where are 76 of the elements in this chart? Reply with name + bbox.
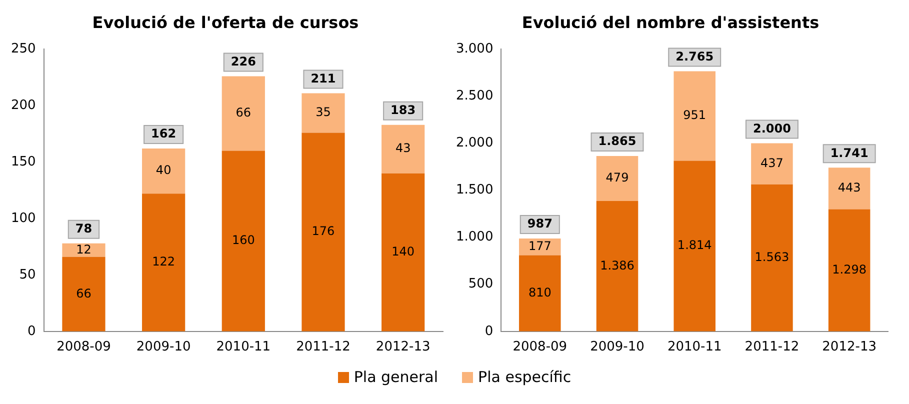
total-label: 1.741 <box>830 146 868 160</box>
bar <box>302 132 345 332</box>
bar <box>751 143 793 184</box>
chart-title: Evolució de l'oferta de cursos <box>92 12 359 32</box>
x-tick-label: 2010-11 <box>667 340 722 355</box>
data-label: 443 <box>838 180 861 195</box>
bar <box>382 173 425 332</box>
total-label: 2.765 <box>676 49 714 64</box>
x-tick-label: 2012-13 <box>822 340 876 355</box>
data-label: 810 <box>528 285 552 300</box>
data-label: 1.563 <box>754 250 790 264</box>
y-tick-label: 1.500 <box>456 182 494 198</box>
bar <box>222 76 265 151</box>
data-label: 437 <box>760 156 784 170</box>
data-label: 122 <box>152 254 176 269</box>
y-tick-label: 150 <box>10 154 36 170</box>
x-tick-label: 2010-11 <box>216 340 271 355</box>
data-label: 12 <box>76 242 92 256</box>
chart-title: Evolució del nombre d'assistents <box>522 12 820 32</box>
x-tick-label: 2009-10 <box>136 340 191 355</box>
data-label: 35 <box>316 105 331 120</box>
bar <box>751 184 793 332</box>
y-tick-label: 200 <box>10 98 36 114</box>
bar <box>828 209 870 332</box>
y-tick-label: 3.000 <box>456 42 494 57</box>
x-tick-label: 2009-10 <box>590 340 644 355</box>
total-label: 226 <box>230 54 256 68</box>
y-tick-label: 2.500 <box>456 88 494 104</box>
total-label: 183 <box>390 102 416 117</box>
total-label: 162 <box>151 126 176 141</box>
bar <box>596 201 638 332</box>
y-tick-label: 1.000 <box>456 230 494 245</box>
data-label: 177 <box>528 239 552 254</box>
legend-label: Pla específic <box>478 368 572 386</box>
total-label: 987 <box>527 216 552 231</box>
data-label: 43 <box>395 141 411 156</box>
bar <box>596 156 638 202</box>
bar <box>222 150 265 332</box>
x-tick-label: 2011-12 <box>744 340 800 355</box>
y-tick-label: 0 <box>484 324 494 339</box>
data-label: 1.386 <box>600 258 634 272</box>
data-label: 160 <box>232 233 255 248</box>
legend-label: Pla general <box>354 368 438 386</box>
y-tick-label: 100 <box>10 210 36 226</box>
y-tick-label: 0 <box>28 324 36 339</box>
total-label: 2.000 <box>752 121 791 136</box>
bar <box>674 160 716 332</box>
total-label: 78 <box>75 221 92 236</box>
total-label: 1.865 <box>598 134 636 148</box>
bar <box>142 148 186 194</box>
bar <box>382 124 425 174</box>
x-tick-label: 2012-13 <box>376 340 430 355</box>
bar <box>142 194 186 332</box>
data-label: 951 <box>683 108 706 122</box>
data-label: 40 <box>156 163 172 178</box>
y-tick-label: 2.000 <box>456 136 494 151</box>
bar <box>519 255 561 332</box>
data-label: 66 <box>76 286 92 300</box>
bar <box>828 168 870 210</box>
y-tick-label: 500 <box>468 276 494 292</box>
x-tick-label: 2008-09 <box>512 340 568 355</box>
x-tick-label: 2011-12 <box>296 340 350 355</box>
data-label: 140 <box>392 244 415 259</box>
data-label: 176 <box>312 224 335 238</box>
data-label: 66 <box>236 106 252 120</box>
data-label: 479 <box>606 170 629 185</box>
x-tick-label: 2008-09 <box>56 340 111 355</box>
data-label: 1.298 <box>832 262 866 276</box>
bar <box>674 71 716 161</box>
y-tick-label: 50 <box>19 267 36 282</box>
bar <box>302 93 345 133</box>
bar <box>62 256 106 332</box>
bar <box>62 243 106 257</box>
data-label: 1.814 <box>677 238 712 252</box>
y-tick-label: 250 <box>10 42 36 57</box>
total-label: 211 <box>310 71 336 86</box>
